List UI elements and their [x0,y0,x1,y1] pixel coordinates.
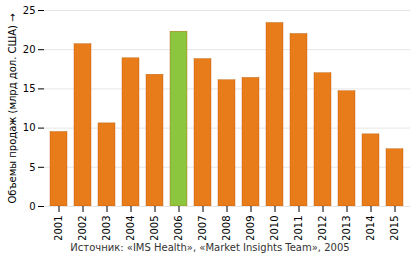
svg-text:2015: 2015 [389,216,400,241]
svg-text:2001: 2001 [53,216,64,241]
svg-text:2004: 2004 [125,216,136,241]
svg-text:Объемы продаж (млрд дол. США): Объемы продаж (млрд дол. США) → [7,13,18,203]
svg-text:15: 15 [23,83,36,94]
svg-text:2002: 2002 [77,216,88,241]
svg-text:2009: 2009 [245,216,256,241]
svg-text:2006: 2006 [173,216,184,241]
svg-text:2010: 2010 [269,216,280,241]
svg-text:2014: 2014 [365,216,376,241]
svg-text:2013: 2013 [341,216,352,241]
html-text:Источник: «IMS Health», «Marke: Источник: «IMS Health», «Market Insights… [70,242,350,253]
svg-text:20: 20 [23,44,36,55]
svg-text:5: 5 [29,162,35,173]
svg-text:2003: 2003 [101,216,112,241]
svg-text:10: 10 [23,122,36,133]
svg-text:2012: 2012 [317,216,328,241]
svg-text:25: 25 [23,5,36,16]
svg-text:2005: 2005 [149,216,160,241]
svg-text:2008: 2008 [221,216,232,241]
svg-text:0: 0 [29,201,35,212]
svg-text:2007: 2007 [197,216,208,241]
svg-text:2011: 2011 [293,216,304,241]
